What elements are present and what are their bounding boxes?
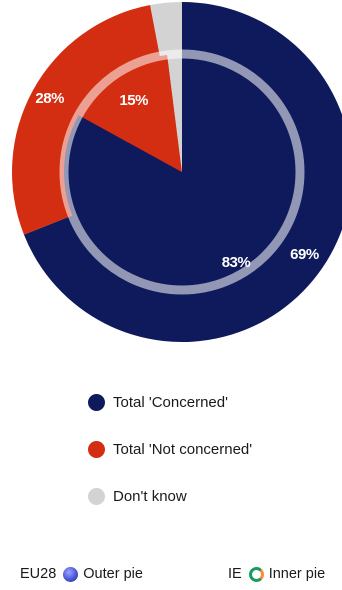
legend-item-concerned: Total 'Concerned' (88, 390, 252, 414)
ireland-ring-icon (248, 566, 264, 582)
eu-sphere-icon (63, 566, 79, 582)
slice-labels: 69% 28% 83% 15% (35, 90, 319, 271)
legend: Total 'Concerned' Total 'Not concerned' … (88, 390, 252, 531)
footer-outer-label: Outer pie (83, 566, 143, 582)
inner-pie-ring (59, 49, 305, 295)
legend-swatch-concerned (88, 393, 105, 411)
legend-label-concerned: Total 'Concerned' (113, 393, 228, 411)
legend-swatch-not-concerned (88, 440, 105, 458)
footer-inner-label: Inner pie (268, 566, 326, 582)
footer-outer-key: EU28 Outer pie (20, 566, 143, 582)
inner-slice-dont-know (167, 54, 182, 172)
outer-label-not-concerned: 28% (35, 90, 64, 107)
inner-label-not-concerned: 15% (119, 92, 148, 109)
legend-item-dont-know: Don't know (88, 484, 252, 508)
legend-label-dont-know: Don't know (113, 487, 187, 505)
outer-label-concerned: 69% (290, 246, 319, 263)
footer-inner-key: IE Inner pie (228, 566, 325, 582)
legend-swatch-dont-know (88, 487, 105, 505)
inner-label-concerned: 83% (222, 254, 251, 271)
legend-item-not-concerned: Total 'Not concerned' (88, 437, 252, 461)
pie-chart: 69% 28% 83% 15% (12, 2, 342, 342)
footer-outer-code: EU28 (20, 566, 57, 582)
legend-label-not-concerned: Total 'Not concerned' (113, 440, 253, 458)
footer-inner-code: IE (228, 566, 242, 582)
